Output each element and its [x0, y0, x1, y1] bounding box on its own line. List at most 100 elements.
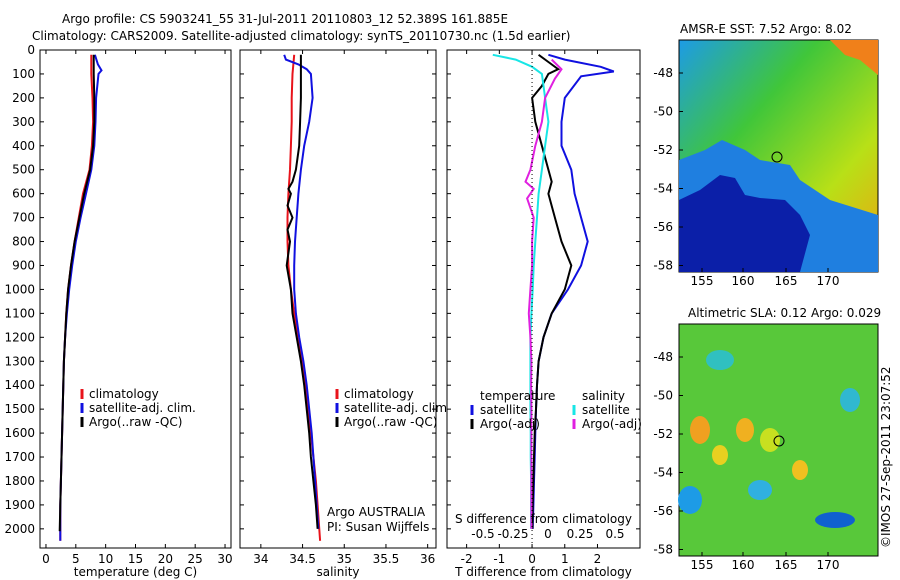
y-tick-label: 400 [12, 139, 35, 153]
map-x-tick-label: 155 [691, 274, 714, 288]
pi-text: PI: Susan Wijffels [327, 520, 429, 534]
x-axis-label: T difference from climatology [454, 565, 632, 579]
y-tick-label: 600 [12, 187, 35, 201]
panel-frame [39, 49, 232, 549]
credit-text: Argo AUSTRALIA [327, 505, 426, 519]
x-tick-label: -1 [493, 552, 505, 566]
legend-label: satellite-adj. clim. [344, 401, 451, 415]
s-tick-label: 0.5 [605, 527, 624, 541]
s-tick-label: 0 [544, 527, 552, 541]
map-y-tick-label: -58 [653, 259, 673, 273]
x-tick-label: 34 [253, 552, 268, 566]
x-tick-label: -2 [461, 552, 473, 566]
map-y-tick-label: -56 [653, 504, 673, 518]
legend-label: satellite [582, 403, 630, 417]
sla-map [678, 323, 879, 557]
legend-label: Argo(..raw -QC) [89, 415, 182, 429]
map-y-tick-label: -54 [653, 182, 673, 196]
legend-label: Argo(-adj) [582, 417, 642, 431]
y-tick-label: 0 [27, 43, 35, 57]
map-x-tick-label: 160 [732, 558, 755, 572]
x-tick-label: 5 [72, 552, 80, 566]
map-x-tick-label: 170 [817, 558, 840, 572]
series-line-2 [283, 54, 320, 529]
y-tick-label: 1800 [4, 474, 35, 488]
map-y-tick-label: -50 [653, 105, 673, 119]
x-tick-label: 2 [594, 552, 602, 566]
legend-label: satellite [480, 403, 528, 417]
y-tick-label: 800 [12, 235, 35, 249]
x-tick-label: 10 [98, 552, 113, 566]
legend-label: climatology [89, 387, 159, 401]
x-tick-label: 34.5 [289, 552, 316, 566]
legend-label: climatology [344, 387, 414, 401]
x-tick-label: 0 [42, 552, 50, 566]
panel-frame [239, 49, 437, 549]
profile-panel-2: 34 34.5 35 35.5 36 salinity climatologysatelli… [239, 49, 451, 579]
title-line2: Climatology: CARS2009. Satellite-adjuste… [32, 29, 570, 43]
x-tick-label: 35.5 [373, 552, 400, 566]
y-tick-label: 100 [12, 67, 35, 81]
y-tick-label: 2000 [4, 522, 35, 536]
x-tick-label: 1 [561, 552, 569, 566]
x-tick-label: 15 [128, 552, 143, 566]
map-x-tick-label: 170 [817, 274, 840, 288]
series-line-2 [531, 53, 573, 529]
map-y-tick-label: -52 [653, 427, 673, 441]
y-tick-label: 1200 [4, 330, 35, 344]
x-axis-label: salinity [316, 565, 359, 579]
x-tick-label: 20 [158, 552, 173, 566]
sst-map [678, 39, 879, 273]
panel-frame [446, 49, 641, 549]
s-axis-label: S difference from climatology [455, 512, 632, 526]
y-tick-label: 1600 [4, 426, 35, 440]
y-tick-label: 1400 [4, 378, 35, 392]
x-tick-label: 0 [528, 552, 536, 566]
map-y-tick-label: -52 [653, 143, 673, 157]
y-tick-label: 500 [12, 163, 35, 177]
map-x-tick-label: 155 [691, 558, 714, 572]
profile-panel-3: -2 -1 0 1 2T difference from climatologytemp… [446, 49, 642, 579]
map-y-tick-label: -54 [653, 466, 673, 480]
series-line-3 [58, 54, 96, 532]
map-y-tick-label: -56 [653, 220, 673, 234]
map-y-tick-label: -48 [653, 350, 673, 364]
y-tick-label: 1100 [4, 306, 35, 320]
x-tick-label: 36 [420, 552, 435, 566]
watermark: ©IMOS 27-Sep-2011 23:07:52 [879, 366, 893, 548]
y-tick-label: 300 [12, 115, 35, 129]
legend-header: salinity [582, 389, 625, 403]
s-tick-label: 0.25 [567, 527, 594, 541]
map1-title: AMSR-E SST: 7.52 Argo: 8.02 [680, 22, 852, 36]
y-tick-label: 700 [12, 211, 35, 225]
title-line1: Argo profile: CS 5903241_55 31-Jul-2011 … [62, 12, 508, 26]
map-y-tick-label: -58 [653, 543, 673, 557]
y-tick-label: 200 [12, 91, 35, 105]
map-y-tick-label: -48 [653, 66, 673, 80]
y-tick-label: 1900 [4, 498, 35, 512]
map-y-tick-label: -50 [653, 389, 673, 403]
map-x-tick-label: 165 [775, 558, 798, 572]
map-x-tick-label: 165 [775, 274, 798, 288]
map2-title: Altimetric SLA: 0.12 Argo: 0.029 [688, 306, 881, 320]
y-tick-label: 1300 [4, 354, 35, 368]
s-tick-label: -0.5 [471, 527, 494, 541]
x-tick-label: 35 [337, 552, 352, 566]
y-tick-label: 1500 [4, 402, 35, 416]
legend-header: temperature [480, 389, 555, 403]
legend-label: Argo(..raw -QC) [344, 415, 437, 429]
map-x-tick-label: 160 [732, 274, 755, 288]
series-line-4 [524, 58, 563, 529]
y-tick-label: 1700 [4, 450, 35, 464]
legend-label: Argo(-adj) [480, 417, 540, 431]
x-tick-label: 30 [217, 552, 232, 566]
series-line-3 [285, 54, 319, 529]
legend-label: satellite-adj. clim. [89, 401, 196, 415]
y-tick-label: 1000 [4, 282, 35, 296]
x-tick-label: 25 [188, 552, 203, 566]
s-tick-label: -0.25 [497, 527, 528, 541]
profile-panel-1: 0 5 10 15 20 25 300100200300400500600700800900… [4, 43, 232, 579]
x-axis-label: temperature (deg C) [74, 565, 197, 579]
y-tick-label: 900 [12, 258, 35, 272]
